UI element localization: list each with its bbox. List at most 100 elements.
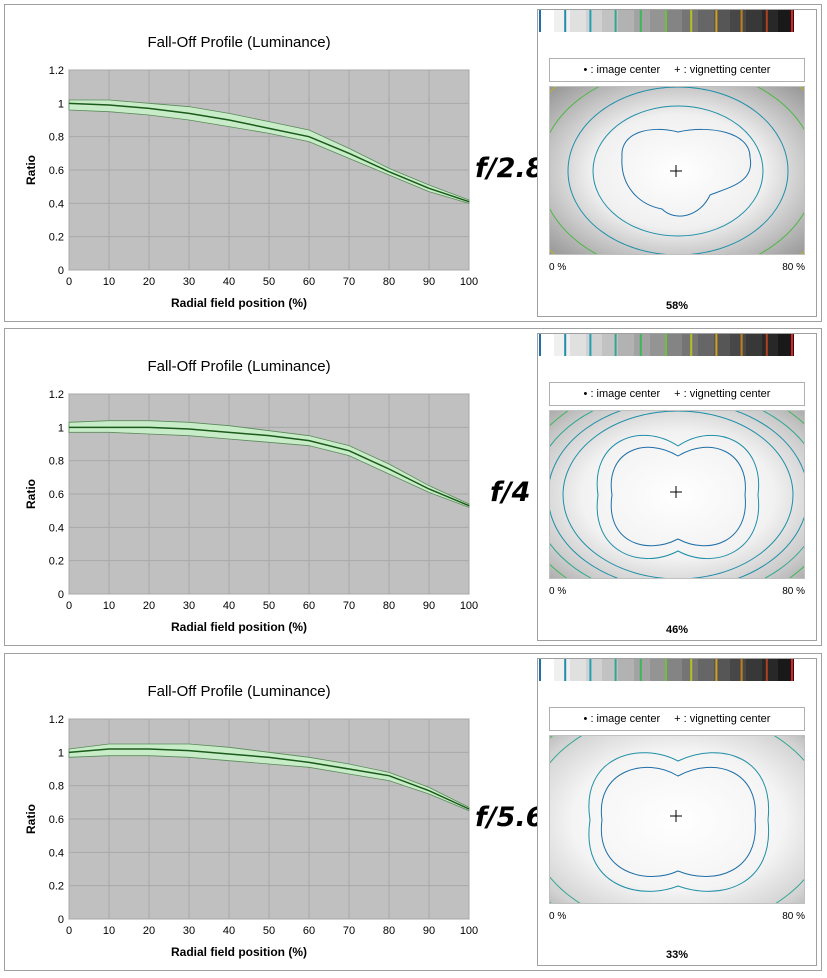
x-tick-label: 50 xyxy=(263,925,275,937)
scale-segment xyxy=(714,334,731,356)
scale-segment xyxy=(698,659,715,681)
y-tick-label: 0.8 xyxy=(49,781,64,793)
scale-segment xyxy=(714,10,731,32)
x-tick-label: 60 xyxy=(303,600,315,612)
scale-segment xyxy=(778,659,794,681)
falloff-chart: Fall-Off Profile (Luminance)0 10 20 30 40 50 6… xyxy=(24,358,478,634)
x-tick-label: 30 xyxy=(183,925,195,937)
y-axis-label: Ratio xyxy=(24,479,38,509)
scale-segment xyxy=(698,334,715,356)
y-tick-label: 0.4 xyxy=(49,847,64,859)
y-tick-label: 0 xyxy=(58,914,64,926)
scale-segment xyxy=(618,334,635,356)
map-legend: • : image center + : vignetting center xyxy=(549,707,805,731)
x-tick-label: 80 xyxy=(383,600,395,612)
y-tick-label: 0.2 xyxy=(49,232,64,244)
scale-segment xyxy=(586,334,603,356)
aperture-label: f/5.6 xyxy=(475,802,545,833)
falloff-panel: Fall-Off Profile (Luminance) 0 10 20 30 40 50 6… xyxy=(4,653,822,971)
x-tick-label: 30 xyxy=(183,276,195,288)
vignetting-map xyxy=(549,735,805,904)
image-center-legend: • : image center xyxy=(583,713,661,725)
scale-segment xyxy=(538,659,555,681)
scale-segment xyxy=(698,10,715,32)
x-tick-label: 40 xyxy=(223,276,235,288)
x-tick-label: 0 xyxy=(66,600,72,612)
chart-title: Fall-Off Profile (Luminance) xyxy=(147,683,330,700)
scale-segment xyxy=(714,659,731,681)
scale-segment xyxy=(666,10,683,32)
falloff-chart: Fall-Off Profile (Luminance)0 10 20 30 40 50 6… xyxy=(24,34,478,310)
chart-title: Fall-Off Profile (Luminance) xyxy=(147,358,330,375)
scale-segment xyxy=(730,10,747,32)
x-tick-label: 60 xyxy=(303,276,315,288)
y-tick-label: 0 xyxy=(58,589,64,601)
x-tick-label: 100 xyxy=(460,600,478,612)
y-tick-label: 1 xyxy=(58,98,64,110)
falloff-line xyxy=(69,426,470,507)
scale-segment xyxy=(634,659,651,681)
scale-segment xyxy=(554,659,571,681)
y-tick-label: 0.4 xyxy=(49,522,64,534)
scale-segment xyxy=(730,334,747,356)
x-axis-label: Radial field position (%) xyxy=(171,620,307,634)
falloff-panel: Fall-Off Profile (Luminance) 0 10 20 30 40 50 6… xyxy=(4,4,822,322)
x-tick-label: 90 xyxy=(423,925,435,937)
scale-segment xyxy=(570,659,587,681)
y-tick-label: 0 xyxy=(58,265,64,277)
x-tick-label: 20 xyxy=(143,600,155,612)
falloff-line xyxy=(68,748,470,810)
scale-segment xyxy=(650,10,667,32)
y-tick-label: 1 xyxy=(58,747,64,759)
scale-segment xyxy=(762,334,779,356)
x-tick-label: 100 xyxy=(460,925,478,937)
vignetting-map xyxy=(549,86,805,255)
x-tick-label: 60 xyxy=(303,925,315,937)
y-tick-label: 0.6 xyxy=(49,165,64,177)
x-tick-label: 40 xyxy=(223,600,235,612)
scale-segment xyxy=(762,10,779,32)
scale-segment xyxy=(586,659,603,681)
falloff-chart: Fall-Off Profile (Luminance)0 10 20 30 40 50 6… xyxy=(24,683,478,959)
y-tick-label: 0.2 xyxy=(49,556,64,568)
x-tick-label: 40 xyxy=(223,925,235,937)
y-tick-label: 0.4 xyxy=(49,198,64,210)
y-tick-label: 1.2 xyxy=(49,389,64,401)
scale-segment xyxy=(570,334,587,356)
x-tick-label: 0 xyxy=(66,276,72,288)
y-tick-label: 0.8 xyxy=(49,456,64,468)
vignetting-center-legend: + : vignetting center xyxy=(674,64,771,76)
scale-segment xyxy=(730,659,747,681)
scale-segment xyxy=(778,334,794,356)
scale-segment xyxy=(554,334,571,356)
y-tick-label: 0.8 xyxy=(49,132,64,144)
x-tick-label: 90 xyxy=(423,600,435,612)
vignetting-map-panel: • : image center + : vignetting center xyxy=(537,9,817,317)
scale-segment xyxy=(554,10,571,32)
x-tick-label: 70 xyxy=(343,600,355,612)
vignetting-center-legend: + : vignetting center xyxy=(674,713,771,725)
scale-segment xyxy=(666,659,683,681)
x-tick-label: 10 xyxy=(103,600,115,612)
y-tick-label: 1.2 xyxy=(49,65,64,77)
image-center-legend: • : image center xyxy=(583,64,661,76)
scale-segment xyxy=(650,659,667,681)
y-axis-label: Ratio xyxy=(24,804,38,834)
scale-segment xyxy=(778,10,794,32)
falloff-percent: 33% xyxy=(665,949,689,961)
x-tick-label: 0 xyxy=(66,925,72,937)
scale-max-label: 80 % xyxy=(782,262,805,273)
x-tick-label: 70 xyxy=(343,276,355,288)
scale-segment xyxy=(602,334,619,356)
y-tick-label: 0.6 xyxy=(49,814,64,826)
vignetting-center-legend: + : vignetting center xyxy=(674,388,771,400)
image-center-legend: • : image center xyxy=(583,388,661,400)
y-axis-label: Ratio xyxy=(24,155,38,185)
vignetting-map xyxy=(549,410,805,579)
y-tick-label: 1 xyxy=(58,422,64,434)
scale-segment xyxy=(618,10,635,32)
scale-segment xyxy=(602,10,619,32)
scale-segment xyxy=(746,334,763,356)
x-tick-label: 80 xyxy=(383,276,395,288)
y-tick-label: 0.2 xyxy=(49,881,64,893)
